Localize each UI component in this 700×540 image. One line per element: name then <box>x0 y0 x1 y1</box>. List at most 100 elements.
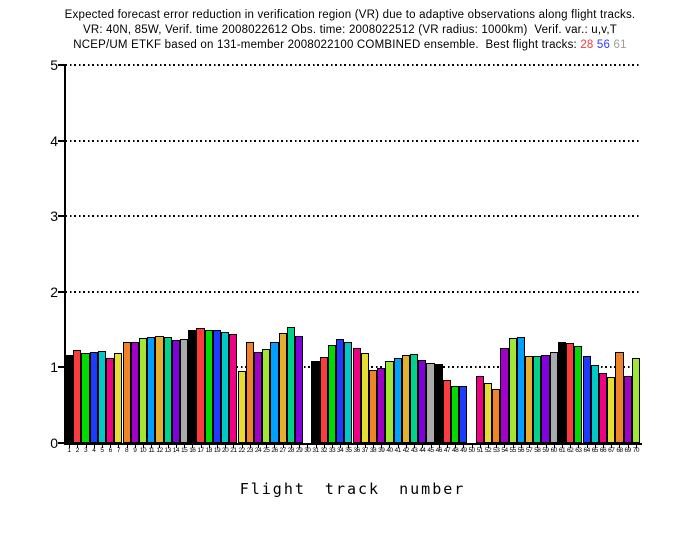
bar-track-5 <box>97 350 107 443</box>
best-track-3: 61 <box>613 39 627 51</box>
bar-track-68 <box>615 351 624 443</box>
x-tick-label-59: 59 <box>542 447 549 454</box>
bar-track-69 <box>623 375 632 443</box>
bar-track-10 <box>138 337 148 443</box>
bar-track-47 <box>442 379 452 443</box>
x-tick-label-35: 35 <box>345 447 352 454</box>
x-tick-37 <box>364 445 366 448</box>
x-tick-label-45: 45 <box>427 447 434 454</box>
x-tick-label-17: 17 <box>197 447 204 454</box>
x-tick-63 <box>578 445 580 448</box>
x-tick-69 <box>627 445 629 448</box>
chart-title-line-3: NCEP/UM ETKF based on 131-member 2008022… <box>0 39 700 51</box>
x-tick-55 <box>512 445 514 448</box>
x-tick-label-36: 36 <box>353 447 360 454</box>
bar-track-29 <box>295 336 304 443</box>
bar-track-57 <box>525 356 534 443</box>
x-tick-label-38: 38 <box>369 447 377 454</box>
plot-area <box>65 64 640 443</box>
x-tick-label-41: 41 <box>394 447 402 454</box>
x-tick-label-39: 39 <box>378 447 385 454</box>
x-tick-32 <box>323 445 325 448</box>
bar-track-8 <box>122 342 131 443</box>
x-tick-8 <box>126 445 128 448</box>
x-tick-3 <box>85 445 87 448</box>
x-tick-43 <box>414 445 416 448</box>
x-tick-label-33: 33 <box>328 447 336 454</box>
x-tick-label-22: 22 <box>238 447 245 454</box>
x-tick-45 <box>430 445 432 448</box>
bar-track-62 <box>566 343 575 443</box>
x-tick-label-42: 42 <box>402 447 410 454</box>
x-axis-line <box>63 443 642 445</box>
bar-track-26 <box>270 342 279 443</box>
bar-track-12 <box>155 336 164 443</box>
x-tick-24 <box>258 445 260 448</box>
x-tick-label-30: 30 <box>304 447 311 454</box>
x-tick-19 <box>216 445 218 448</box>
x-tick-67 <box>611 445 613 448</box>
bar-track-42 <box>401 355 410 443</box>
bar-track-1 <box>65 354 74 443</box>
bar-track-18 <box>204 330 213 443</box>
x-tick-label-47: 47 <box>443 447 451 454</box>
bar-track-19 <box>212 330 222 443</box>
y-tick-label-1: 1 <box>50 359 58 376</box>
x-tick-4 <box>93 445 95 448</box>
x-tick-label-24: 24 <box>254 447 262 454</box>
chart-title-line-2: VR: 40N, 85W, Verif. time 2008022612 Obs… <box>83 24 617 36</box>
x-tick-28 <box>290 445 292 448</box>
x-tick-36 <box>356 445 358 448</box>
x-tick-46 <box>438 445 440 448</box>
bar-track-46 <box>434 364 443 443</box>
bar-track-31 <box>311 361 320 443</box>
x-tick-label-14: 14 <box>172 447 180 454</box>
x-tick-33 <box>331 445 333 448</box>
bar-track-15 <box>180 338 189 443</box>
x-tick-5 <box>101 445 103 448</box>
bar-track-38 <box>368 369 378 443</box>
bar-track-48 <box>451 385 460 443</box>
x-tick-label-5: 5 <box>100 447 104 454</box>
x-tick-49 <box>463 445 465 448</box>
bar-track-6 <box>106 357 115 443</box>
x-tick-label-15: 15 <box>180 447 188 454</box>
x-tick-54 <box>504 445 506 448</box>
bar-track-35 <box>344 342 353 443</box>
x-tick-61 <box>561 445 563 448</box>
x-tick-label-3: 3 <box>83 447 88 454</box>
x-tick-34 <box>340 445 342 448</box>
x-tick-70 <box>635 445 637 448</box>
x-tick-52 <box>488 445 490 448</box>
x-tick-label-23: 23 <box>246 447 254 454</box>
y-tick-label-3: 3 <box>50 208 58 225</box>
bar-track-36 <box>352 347 361 443</box>
x-tick-62 <box>570 445 572 448</box>
bar-track-25 <box>262 349 271 443</box>
x-axis-title: Flight track number <box>239 480 466 498</box>
x-tick-6 <box>110 445 112 448</box>
x-tick-label-31: 31 <box>312 447 319 454</box>
x-tick-11 <box>151 445 153 448</box>
bar-track-24 <box>253 351 263 443</box>
bar-track-17 <box>196 328 205 443</box>
bar-track-44 <box>418 359 427 443</box>
bar-track-70 <box>631 358 640 443</box>
y-tick-3 <box>58 215 65 218</box>
x-tick-29 <box>299 445 301 448</box>
bar-track-37 <box>360 353 369 443</box>
bar-track-67 <box>607 377 616 443</box>
bar-track-55 <box>508 337 517 443</box>
bar-track-41 <box>393 358 402 443</box>
gridline-y-2 <box>65 290 640 293</box>
bar-track-28 <box>286 326 295 443</box>
x-tick-label-53: 53 <box>493 447 500 454</box>
x-tick-47 <box>446 445 448 448</box>
x-tick-label-52: 52 <box>484 447 492 454</box>
x-tick-label-68: 68 <box>616 447 623 454</box>
y-tick-5 <box>58 64 65 66</box>
bar-track-14 <box>171 340 180 443</box>
y-tick-label-4: 4 <box>50 132 58 149</box>
y-tick-1 <box>58 366 65 369</box>
x-tick-label-20: 20 <box>222 447 229 454</box>
